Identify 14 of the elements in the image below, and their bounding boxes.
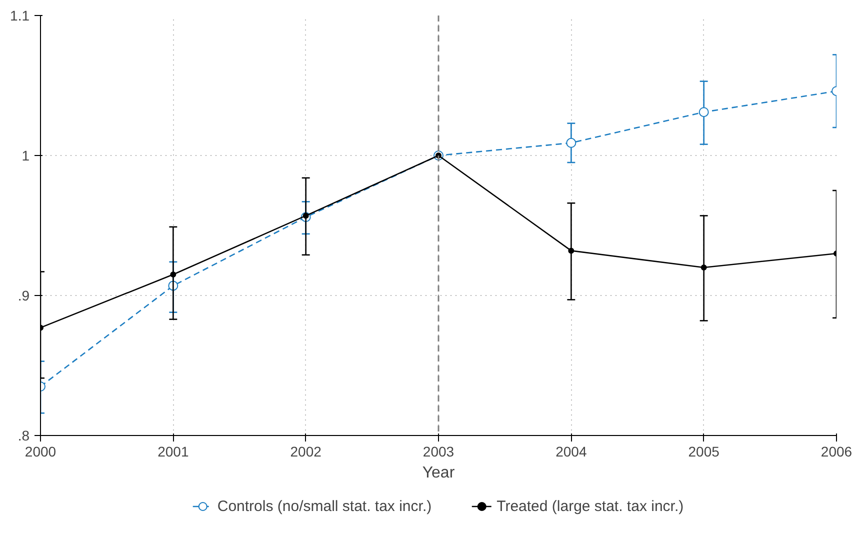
y-tick-label: .8	[18, 428, 30, 444]
x-tick-label: 2005	[688, 444, 720, 460]
x-axis-title: Year	[422, 464, 456, 482]
y-tick-label: .9	[18, 288, 30, 304]
x-tick-label: 2006	[820, 444, 852, 460]
y-tick-label: 1.1	[10, 8, 30, 24]
x-tick-label: 2003	[422, 444, 454, 460]
x-tick-label: 2001	[158, 444, 189, 460]
x-tick-label: 2004	[556, 444, 587, 460]
legend-label: Controls (no/small stat. tax incr.)	[217, 498, 432, 514]
x-tick-label: 2002	[290, 444, 322, 460]
x-tick-label: 2000	[24, 444, 56, 460]
y-tick-label: 1	[22, 148, 30, 164]
legend-label: Treated (large stat. tax incr.)	[496, 498, 684, 514]
